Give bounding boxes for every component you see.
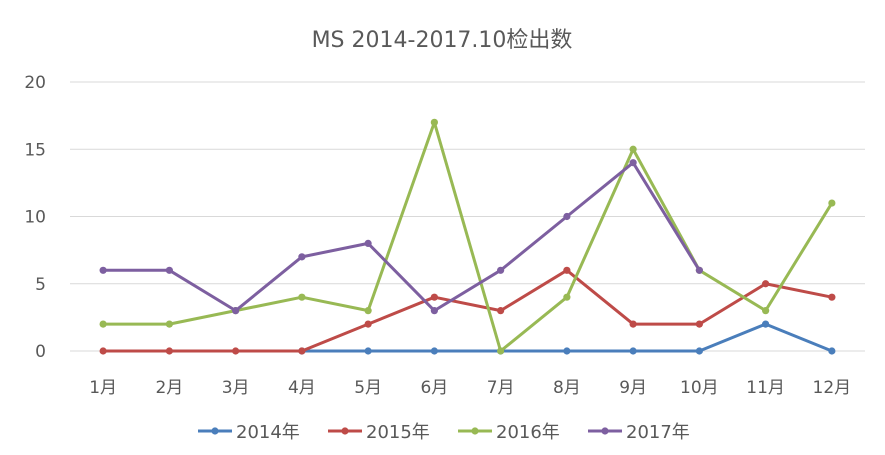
- data-point: [298, 347, 306, 355]
- legend: 2014年 2015年 2016年 2017年: [198, 422, 690, 443]
- data-point: [165, 320, 173, 328]
- data-point: [430, 293, 438, 301]
- legend-swatch-marker: [341, 427, 349, 435]
- data-point: [629, 145, 637, 153]
- y-tick-label: 0: [35, 342, 46, 362]
- y-tick-label: 5: [35, 275, 46, 295]
- legend-label: 2015年: [366, 422, 430, 443]
- data-point: [232, 307, 240, 315]
- y-tick-label: 10: [24, 208, 46, 228]
- data-point: [165, 266, 173, 274]
- data-point: [629, 320, 637, 328]
- data-point: [563, 293, 571, 301]
- legend-item: 2014年: [198, 422, 300, 443]
- series-line: [103, 268, 833, 353]
- data-point: [695, 347, 703, 355]
- x-tick-label: 11月: [746, 378, 785, 398]
- legend-label: 2016年: [496, 422, 560, 443]
- data-point: [99, 266, 107, 274]
- data-point: [563, 347, 571, 355]
- data-point: [364, 320, 372, 328]
- series-0: [298, 320, 836, 355]
- grid-lines: [70, 81, 865, 352]
- x-tick-label: 7月: [487, 378, 515, 398]
- x-tick-label: 6月: [420, 378, 448, 398]
- data-point: [695, 266, 703, 274]
- data-point: [364, 239, 372, 247]
- x-tick-label: 3月: [222, 378, 250, 398]
- legend-item: 2017年: [588, 422, 690, 443]
- x-tick-label: 12月: [813, 378, 852, 398]
- data-point: [232, 347, 240, 355]
- legend-swatch-marker: [601, 427, 609, 435]
- legend-swatch-marker: [211, 427, 219, 435]
- series-lines: [99, 118, 836, 355]
- data-point: [497, 266, 505, 274]
- data-point: [497, 347, 505, 355]
- data-point: [762, 280, 770, 288]
- y-tick-label: 20: [24, 73, 46, 93]
- series-2: [99, 118, 836, 355]
- x-tick-label: 10月: [680, 378, 719, 398]
- data-point: [828, 293, 836, 301]
- data-point: [99, 320, 107, 328]
- legend-swatch-marker: [471, 427, 479, 435]
- x-tick-label: 9月: [619, 378, 647, 398]
- data-point: [563, 266, 571, 274]
- x-tick-label: 1月: [89, 378, 117, 398]
- data-point: [762, 307, 770, 315]
- chart-title: MS 2014-2017.10检出数: [312, 28, 573, 53]
- data-point: [430, 347, 438, 355]
- data-point: [430, 307, 438, 315]
- x-tick-label: 8月: [553, 378, 581, 398]
- series-line: [103, 120, 834, 353]
- x-tick-label: 2月: [155, 378, 183, 398]
- y-axis-ticks: 0 5 10 15 20: [24, 73, 46, 362]
- data-point: [497, 307, 505, 315]
- data-point: [629, 159, 637, 167]
- series-3: [99, 159, 703, 315]
- series-1: [99, 266, 836, 355]
- data-point: [364, 307, 372, 315]
- data-point: [629, 347, 637, 355]
- x-tick-label: 4月: [288, 378, 316, 398]
- data-point: [828, 347, 836, 355]
- data-point: [298, 293, 306, 301]
- x-axis-ticks: 1月 2月 3月 4月 5月 6月 7月 8月 9月 10月 11月 12月: [89, 378, 851, 398]
- data-point: [430, 118, 438, 126]
- data-point: [165, 347, 173, 355]
- data-point: [762, 320, 770, 328]
- x-tick-label: 5月: [354, 378, 382, 398]
- data-point: [828, 199, 836, 207]
- data-point: [298, 253, 306, 261]
- series-line: [301, 322, 833, 353]
- data-point: [563, 212, 571, 221]
- legend-item: 2016年: [458, 422, 560, 443]
- y-tick-label: 15: [24, 140, 46, 160]
- data-point: [695, 320, 703, 328]
- series-line: [103, 161, 701, 313]
- legend-label: 2017年: [626, 422, 690, 443]
- legend-item: 2015年: [328, 422, 430, 443]
- data-point: [364, 347, 372, 355]
- legend-label: 2014年: [236, 422, 300, 443]
- data-point: [99, 347, 107, 355]
